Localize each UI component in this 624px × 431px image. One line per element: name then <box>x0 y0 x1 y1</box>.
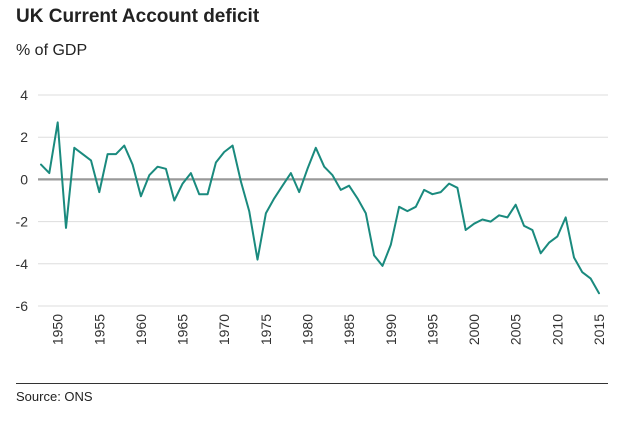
x-tick-label: 1965 <box>175 314 191 345</box>
x-tick-label: 2005 <box>508 314 524 345</box>
source-note: Source: ONS <box>16 389 93 404</box>
y-tick-label: 2 <box>20 129 28 145</box>
y-tick-label: -6 <box>16 298 29 314</box>
series-line <box>40 121 600 295</box>
y-tick-label: -2 <box>16 214 29 230</box>
x-tick-label: 1985 <box>341 314 357 345</box>
y-tick-label: 4 <box>20 87 28 103</box>
y-tick-labels: 4 2 0 -2 -4 -6 <box>16 87 29 314</box>
x-tick-label: 1990 <box>383 314 399 345</box>
x-tick-label: 1970 <box>216 314 232 345</box>
x-tick-label: 1960 <box>133 314 149 345</box>
y-tick-label: 0 <box>20 171 28 187</box>
y-tick-label: -4 <box>16 256 29 272</box>
y-axis-label: % of GDP <box>16 42 88 59</box>
source-divider <box>16 383 608 384</box>
x-tick-label: 1980 <box>300 314 316 345</box>
chart-title: UK Current Account deficit <box>16 6 260 27</box>
x-tick-label: 2000 <box>466 314 482 345</box>
series-layer <box>40 121 600 295</box>
x-tick-label: 2010 <box>549 314 565 345</box>
x-tick-label: 2015 <box>591 314 607 345</box>
x-tick-labels: 1950 1955 1960 1965 1970 1975 1980 1985 1990 1995… <box>50 314 607 345</box>
chart-plot: 420-2-4-6 1950 1955 1960 1965 1970 1975 1980 19… <box>16 87 608 345</box>
grid-lines <box>38 94 608 307</box>
x-tick-label: 1975 <box>258 314 274 345</box>
x-tick-label: 1950 <box>50 314 66 345</box>
x-tick-label: 1955 <box>91 314 107 345</box>
x-tick-label: 1995 <box>424 314 440 345</box>
